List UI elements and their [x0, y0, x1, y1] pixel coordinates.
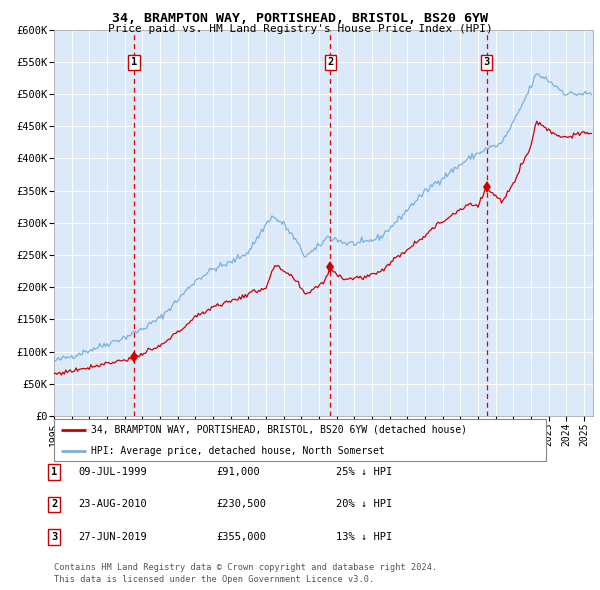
Text: 1: 1	[131, 57, 137, 67]
Text: 25% ↓ HPI: 25% ↓ HPI	[336, 467, 392, 477]
Text: Price paid vs. HM Land Registry's House Price Index (HPI): Price paid vs. HM Land Registry's House …	[107, 24, 493, 34]
Text: 2: 2	[327, 57, 334, 67]
Text: 34, BRAMPTON WAY, PORTISHEAD, BRISTOL, BS20 6YW: 34, BRAMPTON WAY, PORTISHEAD, BRISTOL, B…	[112, 12, 488, 25]
Text: 1: 1	[51, 467, 57, 477]
Text: 09-JUL-1999: 09-JUL-1999	[78, 467, 147, 477]
Text: 13% ↓ HPI: 13% ↓ HPI	[336, 532, 392, 542]
Text: Contains HM Land Registry data © Crown copyright and database right 2024.: Contains HM Land Registry data © Crown c…	[54, 563, 437, 572]
Text: £230,500: £230,500	[216, 500, 266, 509]
Text: £91,000: £91,000	[216, 467, 260, 477]
Text: 3: 3	[51, 532, 57, 542]
Text: £355,000: £355,000	[216, 532, 266, 542]
Text: 27-JUN-2019: 27-JUN-2019	[78, 532, 147, 542]
Text: 3: 3	[484, 57, 490, 67]
Text: 20% ↓ HPI: 20% ↓ HPI	[336, 500, 392, 509]
Text: 23-AUG-2010: 23-AUG-2010	[78, 500, 147, 509]
FancyBboxPatch shape	[54, 419, 546, 461]
Text: HPI: Average price, detached house, North Somerset: HPI: Average price, detached house, Nort…	[91, 446, 385, 455]
Text: 2: 2	[51, 500, 57, 509]
Text: This data is licensed under the Open Government Licence v3.0.: This data is licensed under the Open Gov…	[54, 575, 374, 584]
Text: 34, BRAMPTON WAY, PORTISHEAD, BRISTOL, BS20 6YW (detached house): 34, BRAMPTON WAY, PORTISHEAD, BRISTOL, B…	[91, 425, 467, 434]
